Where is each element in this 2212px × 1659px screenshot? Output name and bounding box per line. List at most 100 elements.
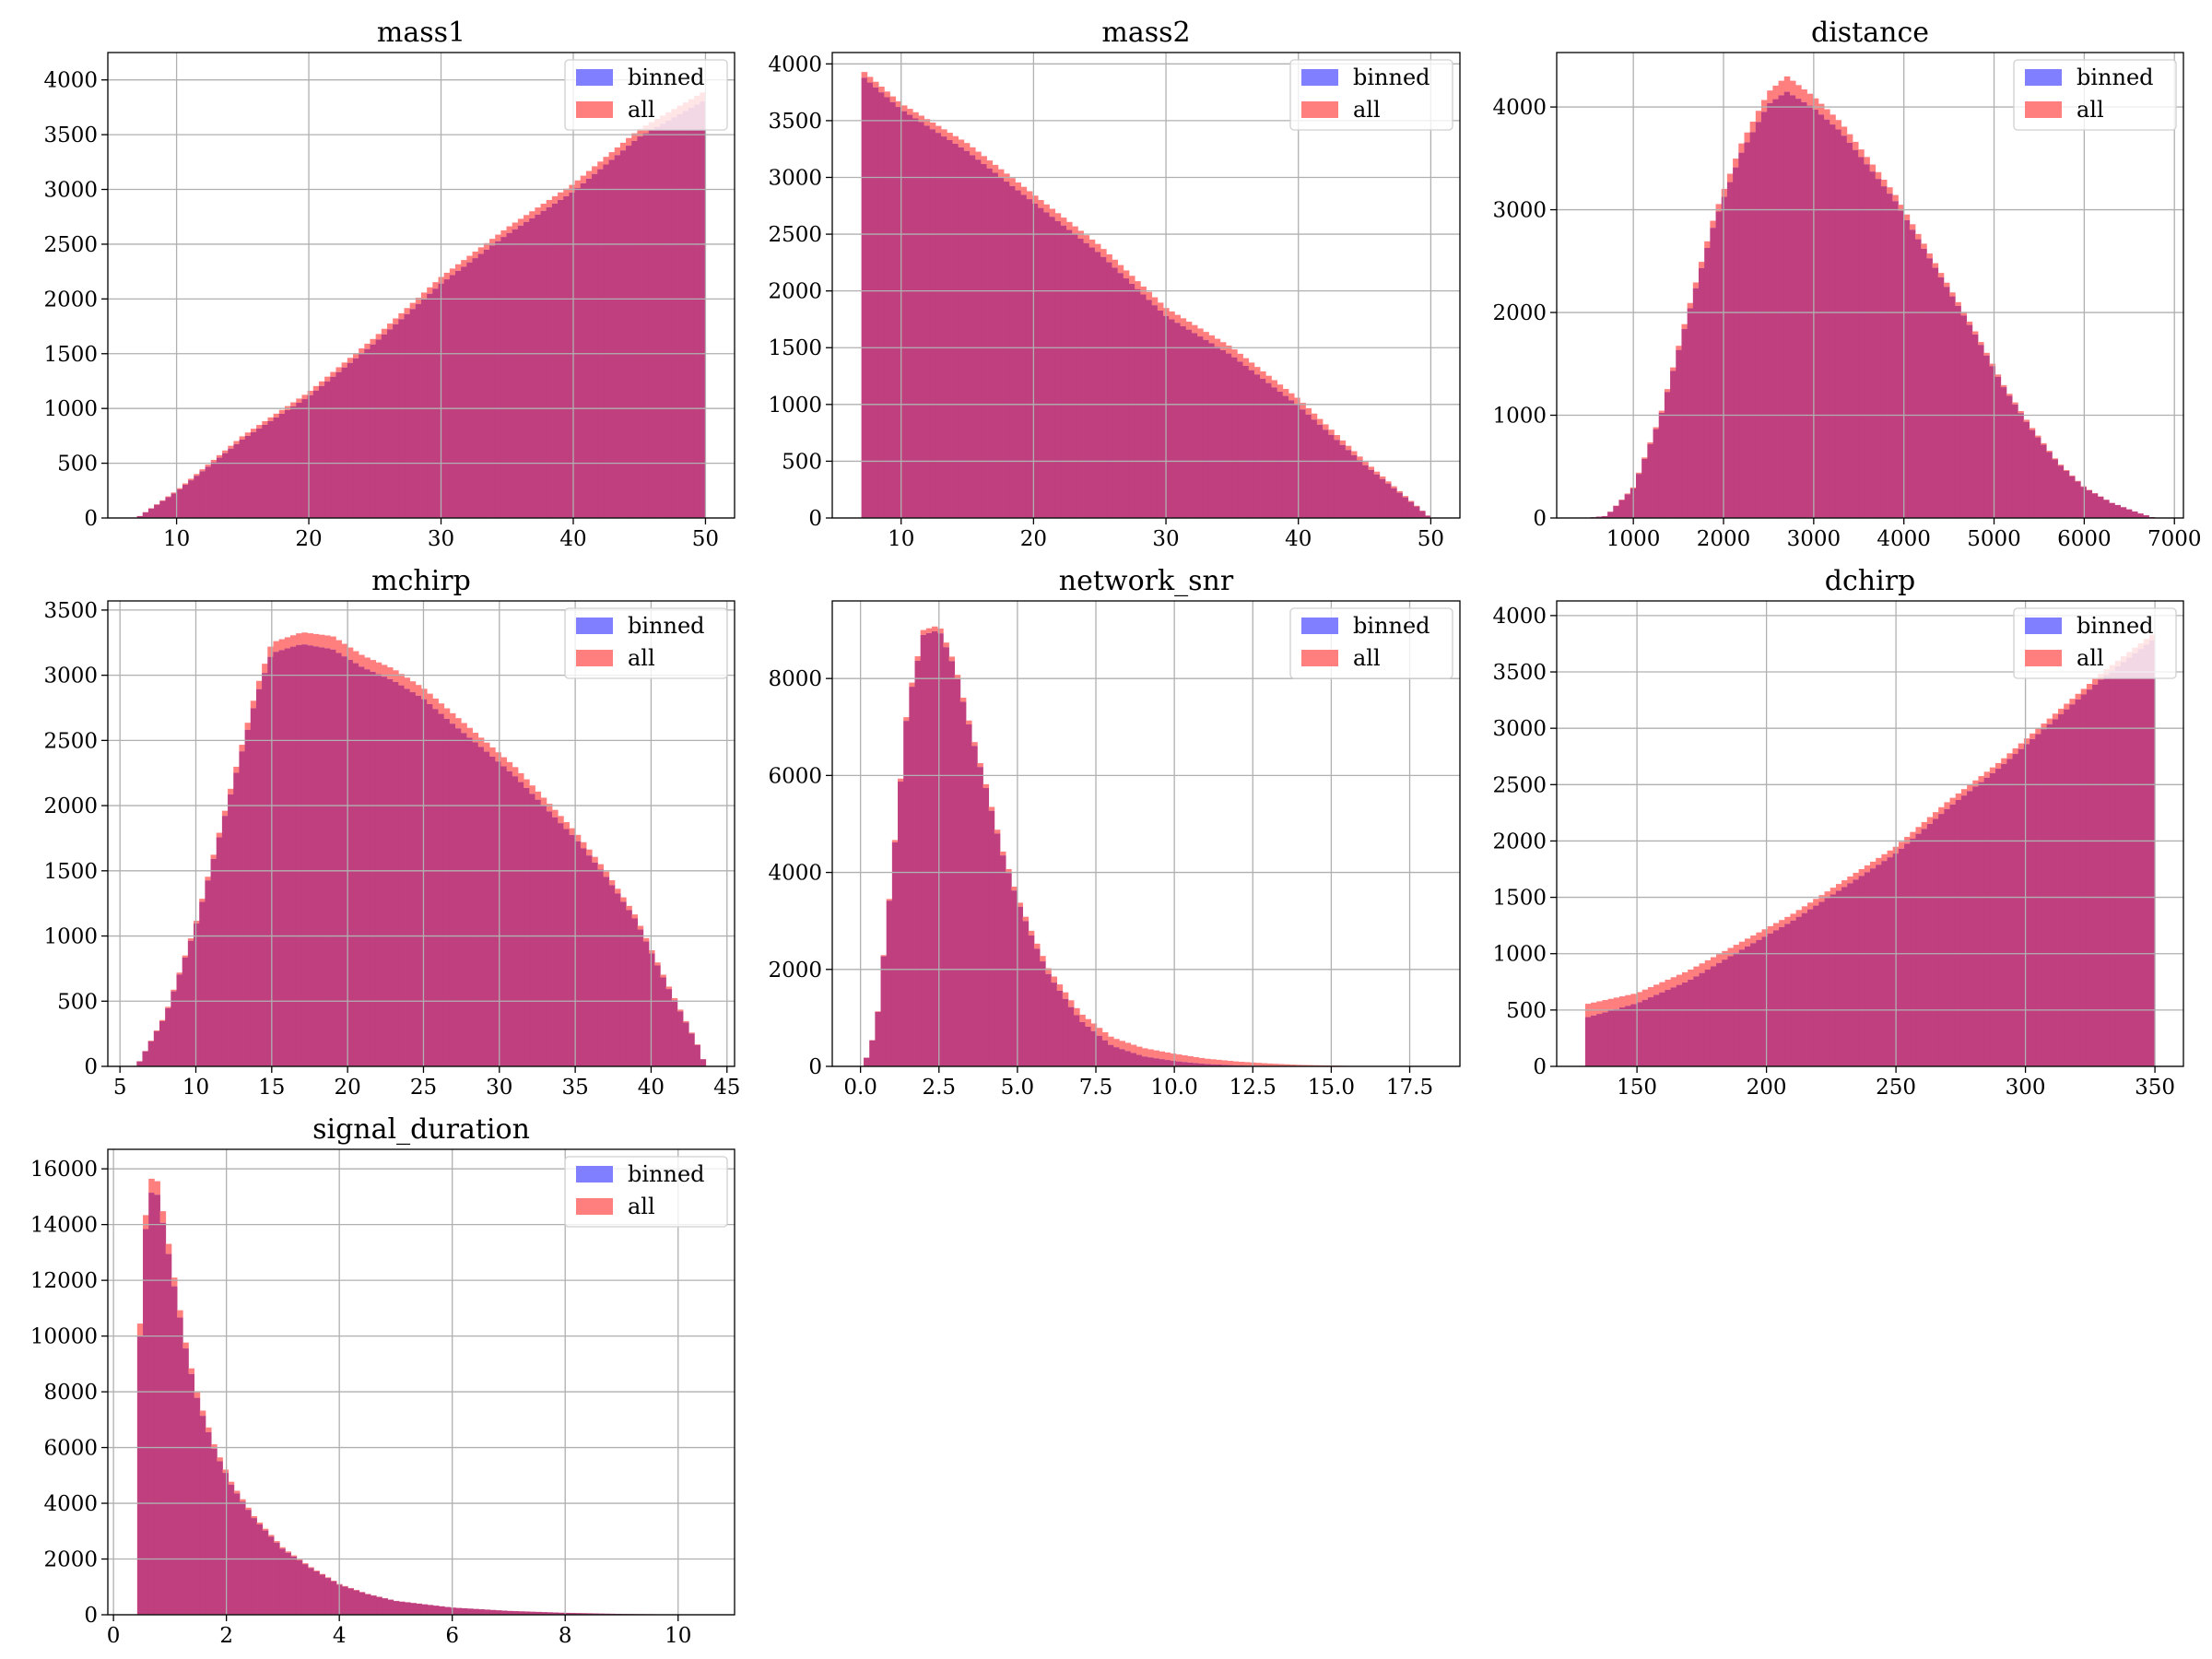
x-tick-label: 5000 bbox=[1967, 527, 2021, 551]
bar-all-only bbox=[1658, 410, 1665, 413]
bar-binned bbox=[1191, 333, 1198, 518]
bar-binned bbox=[432, 288, 439, 518]
bar-binned bbox=[1869, 171, 1877, 518]
bar-all-only bbox=[216, 832, 223, 838]
y-tick-label: 2000 bbox=[768, 959, 822, 982]
bar-binned bbox=[1031, 203, 1039, 519]
bar-binned bbox=[1688, 979, 1694, 1066]
legend-label-binned: binned bbox=[628, 613, 705, 639]
bar-binned bbox=[307, 645, 314, 1066]
bar-binned bbox=[1949, 296, 1956, 518]
x-tick-label: 20 bbox=[295, 527, 322, 551]
bar-all-only bbox=[1971, 331, 1979, 335]
legend-label-binned: binned bbox=[2077, 613, 2154, 639]
bar-binned bbox=[2148, 640, 2156, 1066]
bar-binned bbox=[524, 221, 530, 518]
bar-binned bbox=[1835, 129, 1841, 518]
legend-swatch-all bbox=[576, 101, 613, 118]
bar-all-only bbox=[279, 1547, 286, 1549]
x-tick-label: 300 bbox=[2006, 1076, 2046, 1100]
bar-all-only bbox=[1772, 85, 1779, 100]
bar-all-only bbox=[194, 474, 200, 477]
bar-binned bbox=[222, 1473, 229, 1615]
bar-binned bbox=[347, 659, 354, 1066]
bar-binned bbox=[546, 811, 553, 1066]
bar-all-only bbox=[603, 871, 610, 877]
bar-binned bbox=[1112, 267, 1119, 518]
bar-binned bbox=[250, 431, 257, 518]
bar-binned bbox=[2030, 738, 2036, 1066]
bar-binned bbox=[903, 721, 910, 1066]
histogram-bars bbox=[1584, 76, 2156, 519]
bar-binned bbox=[1216, 1065, 1222, 1066]
x-tick-label: 8 bbox=[559, 1624, 572, 1648]
bar-binned bbox=[1750, 943, 1757, 1066]
bar-all-only bbox=[267, 1535, 275, 1537]
bar-all-only bbox=[421, 292, 428, 300]
bar-binned bbox=[977, 767, 983, 1066]
bar-binned bbox=[1830, 124, 1836, 518]
x-tick-label: 15.0 bbox=[1308, 1076, 1355, 1100]
bar-all-only bbox=[1407, 500, 1415, 502]
bar-all-only bbox=[1949, 797, 1957, 805]
bar-all-only bbox=[1602, 1000, 1609, 1013]
bar-all-only bbox=[1596, 1001, 1603, 1015]
bar-all-only bbox=[171, 989, 177, 992]
bar-all-only bbox=[296, 633, 302, 645]
bar-binned bbox=[1761, 112, 1768, 518]
bar-all-only bbox=[1101, 1031, 1109, 1041]
bar-all-only bbox=[221, 810, 229, 817]
bar-all-only bbox=[1722, 950, 1728, 960]
bar-all-only bbox=[1692, 282, 1700, 288]
bar-all-only bbox=[963, 143, 971, 151]
bar-all-only bbox=[1880, 179, 1888, 187]
bar-all-only bbox=[404, 308, 411, 314]
bar-all-only bbox=[1699, 963, 1706, 973]
bar-binned bbox=[563, 1612, 571, 1615]
bar-all-only bbox=[1203, 332, 1209, 340]
bar-all-only bbox=[654, 962, 661, 966]
bar-all-only bbox=[648, 950, 655, 954]
bar-binned bbox=[912, 118, 919, 519]
bar-all-only bbox=[2080, 486, 2087, 488]
bar-all-only bbox=[159, 1019, 166, 1022]
bar-all-only bbox=[432, 282, 439, 289]
x-tick-label: 20 bbox=[335, 1076, 361, 1100]
y-tick-label: 0 bbox=[1533, 507, 1547, 531]
bar-binned bbox=[2120, 507, 2127, 518]
bar-all-only bbox=[324, 1577, 332, 1579]
bar-binned bbox=[1311, 419, 1318, 518]
bar-all-only bbox=[256, 1522, 264, 1524]
bar-binned bbox=[301, 1564, 309, 1615]
bar-binned bbox=[1067, 1006, 1075, 1066]
bar-all-only bbox=[626, 137, 632, 147]
x-tick-label: 6000 bbox=[2057, 527, 2112, 551]
bar-binned bbox=[541, 1612, 547, 1615]
bar-binned bbox=[1323, 429, 1329, 518]
y-tick-label: 1500 bbox=[1492, 887, 1547, 911]
bar-all-only bbox=[1898, 841, 1905, 849]
bar-binned bbox=[1088, 247, 1096, 518]
bar-all-only bbox=[341, 362, 348, 368]
bar-binned bbox=[301, 644, 308, 1066]
bar-all-only bbox=[2030, 733, 2036, 739]
bar-binned bbox=[296, 644, 302, 1066]
bar-all-only bbox=[1750, 935, 1757, 944]
bar-binned bbox=[597, 869, 604, 1066]
bar-binned bbox=[2097, 496, 2104, 518]
bar-binned bbox=[642, 133, 650, 518]
bar-binned bbox=[364, 669, 371, 1066]
bar-binned bbox=[941, 136, 947, 518]
bar-binned bbox=[1744, 142, 1751, 518]
bar-all-only bbox=[443, 272, 451, 280]
bar-binned bbox=[900, 111, 908, 518]
bar-binned bbox=[1653, 994, 1660, 1066]
bar-all-only bbox=[1795, 85, 1802, 100]
bar-binned bbox=[1625, 1006, 1631, 1066]
bar-all-only bbox=[1830, 114, 1836, 125]
bar-binned bbox=[1153, 1058, 1159, 1066]
bar-all-only bbox=[1056, 984, 1064, 991]
bar-binned bbox=[546, 206, 553, 518]
legend-label-all: all bbox=[2077, 645, 2104, 671]
bar-binned bbox=[1971, 334, 1979, 518]
